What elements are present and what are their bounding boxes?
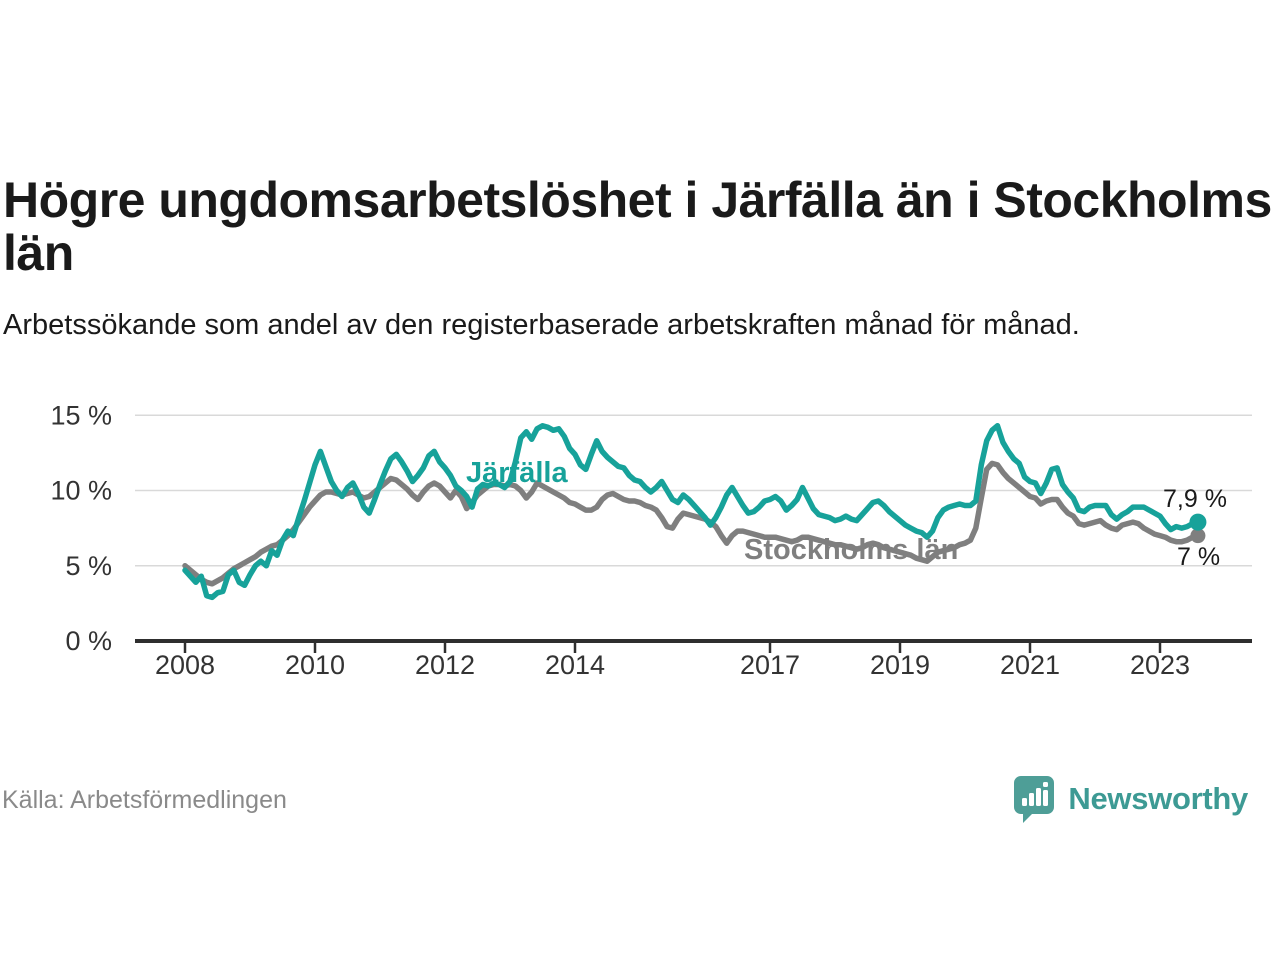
series-label-jarfalla: Järfälla [466, 457, 568, 489]
newsworthy-brand: Newsworthy [1012, 773, 1248, 825]
x-axis-label-2010: 2010 [285, 650, 345, 680]
y-axis-label-15: 15 % [50, 400, 112, 430]
chart-subtitle: Arbetssökande som andel av den registerb… [3, 309, 1080, 341]
end-dot-jarfalla [1189, 513, 1207, 531]
chart-canvas: 0 % 5 % 10 % 15 % 2008 2010 2012 2014 2017 2019 20… [50, 400, 1252, 680]
y-axis-label-0: 0 % [65, 626, 112, 656]
series-label-stockholms_lan: Stockholms län [744, 534, 958, 566]
newsworthy-logo-icon [1012, 774, 1056, 824]
y-axis-label-10: 10 % [50, 476, 112, 506]
x-axis-label-2021: 2021 [1000, 650, 1060, 680]
y-axis-label-5: 5 % [65, 551, 112, 581]
x-axis-label-2012: 2012 [415, 650, 475, 680]
x-axis-label-2014: 2014 [545, 650, 605, 680]
x-axis-label-2008: 2008 [155, 650, 215, 680]
x-axis-label-2017: 2017 [740, 650, 800, 680]
end-value-label-stockholms_lan: 7 % [1177, 543, 1220, 571]
end-value-label-jarfalla: 7,9 % [1163, 485, 1227, 513]
series-line-stockholms_lan [182, 460, 1201, 587]
x-axis-label-2023: 2023 [1130, 650, 1190, 680]
series-line-jarfalla [182, 423, 1201, 601]
line-chart: 0 % 5 % 10 % 15 % 2008 2010 2012 2014 2017 2019 20… [0, 378, 1280, 698]
x-axis-label-2019: 2019 [870, 650, 930, 680]
newsworthy-wordmark: Newsworthy [1068, 781, 1248, 816]
page-title: Högre ungdomsarbetslöshet i Järfälla än … [3, 171, 1272, 281]
end-dot-stockholms_lan [1190, 528, 1206, 544]
source-note: Källa: Arbetsförmedlingen [2, 786, 287, 814]
